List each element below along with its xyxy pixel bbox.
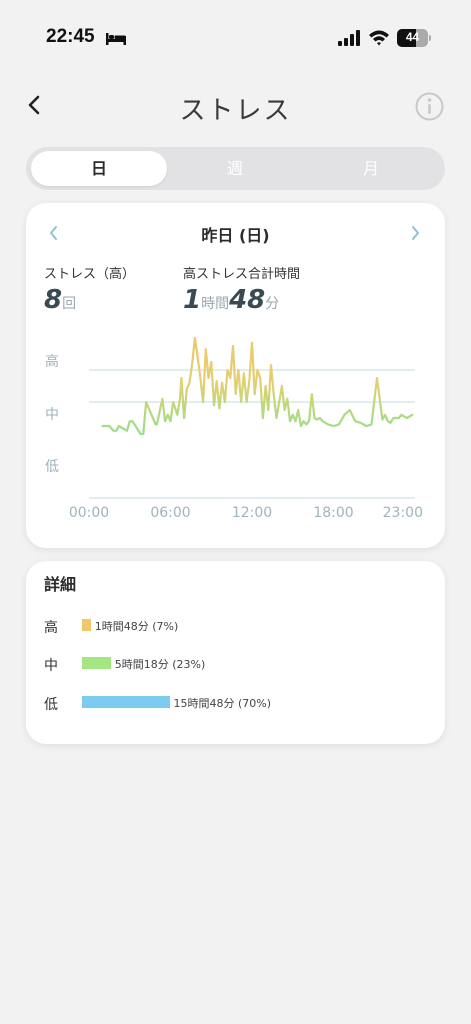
x-tick-label: 23:00 xyxy=(383,505,423,521)
high-stress-hours-value: 1 xyxy=(183,285,202,315)
y-level-label: 高 xyxy=(45,353,59,370)
detail-row-high-bar xyxy=(82,619,91,631)
wifi-icon xyxy=(369,30,389,46)
detail-row-high-label: 高 xyxy=(44,620,58,636)
status-time: 22:45 xyxy=(46,26,95,47)
detail-row-mid-text: 5時間18分 (23%) xyxy=(114,658,206,671)
detail-row-low-bar xyxy=(82,696,170,708)
high-stress-time: 1時間48分 xyxy=(183,285,279,315)
tab-day[interactable]: 日 xyxy=(31,151,167,186)
high-stress-count: 8回 xyxy=(44,285,76,315)
x-tick-label: 12:00 xyxy=(232,505,272,521)
detail-row-low-text: 15時間48分 (70%) xyxy=(173,697,272,710)
details-title: 詳細 xyxy=(44,575,77,594)
details-card: 詳細 高 1時間48分 (7%) 中 5時間18分 (23%) 低 15時間48… xyxy=(26,561,445,744)
cellular-signal-icon xyxy=(338,30,360,46)
high-stress-count-label: ストレス（高） xyxy=(44,267,136,282)
detail-row-mid-bar xyxy=(82,657,111,669)
high-stress-count-unit: 回 xyxy=(62,296,77,312)
high-stress-time-label: 高ストレス合計時間 xyxy=(183,267,301,282)
battery-icon: 44 xyxy=(397,29,428,47)
stress-summary-card: 昨日 (日) ストレス（高） 8回 高ストレス合計時間 1時間48分 高中低 0… xyxy=(26,203,445,548)
detail-row-high-text: 1時間48分 (7%) xyxy=(94,620,179,633)
back-icon[interactable] xyxy=(24,94,46,116)
x-tick-label: 18:00 xyxy=(313,505,353,521)
stress-chart: 高中低 00:00 06:00 12:00 18:00 23:00 xyxy=(45,336,423,521)
tab-month[interactable]: 月 xyxy=(362,159,379,178)
x-tick-label: 06:00 xyxy=(150,505,190,521)
battery-level: 44 xyxy=(405,30,420,44)
period-tabs: 日 週 月 xyxy=(26,147,445,190)
selected-date: 昨日 (日) xyxy=(201,226,270,245)
tab-week[interactable]: 週 xyxy=(226,159,243,178)
detail-row-low-label: 低 xyxy=(44,697,58,713)
y-level-label: 中 xyxy=(45,407,59,423)
previous-day-icon[interactable] xyxy=(48,225,60,241)
stress-series-line xyxy=(101,336,414,436)
high-stress-count-value: 8 xyxy=(44,285,63,315)
high-stress-minutes-value: 48 xyxy=(229,285,266,315)
status-bar: 22:45 44 xyxy=(0,0,471,70)
detail-row-mid-label: 中 xyxy=(44,658,58,674)
battery-tip xyxy=(429,35,431,41)
high-stress-hours-unit: 時間 xyxy=(201,296,230,312)
x-tick-label: 00:00 xyxy=(69,505,109,521)
high-stress-minutes-unit: 分 xyxy=(265,296,280,312)
next-day-icon[interactable] xyxy=(409,225,421,241)
sleep-mode-icon xyxy=(106,33,126,45)
page-title: ストレス xyxy=(179,96,292,126)
y-level-label: 低 xyxy=(45,459,59,475)
info-icon[interactable] xyxy=(415,92,444,121)
